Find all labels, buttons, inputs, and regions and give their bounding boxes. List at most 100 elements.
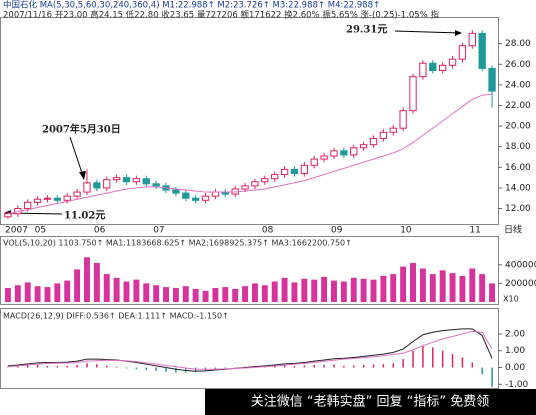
volume-bar — [172, 288, 179, 302]
candle-body — [359, 144, 368, 149]
y-tick-label: 22.00 — [505, 101, 531, 111]
candle-body — [33, 198, 42, 203]
volume-bar — [459, 275, 466, 302]
candle-body — [132, 178, 141, 183]
period-label: 日线 — [504, 224, 522, 236]
candle-body — [409, 76, 417, 112]
volume-bar — [380, 275, 387, 302]
volume-bar — [340, 281, 347, 302]
volume-bar — [469, 268, 476, 302]
price-frame — [0, 17, 499, 225]
candle-body — [468, 32, 476, 47]
candle-body — [320, 155, 328, 160]
volume-bar — [390, 274, 397, 302]
volume-bar — [93, 262, 100, 302]
volume-bar — [84, 257, 90, 302]
candle-body — [280, 168, 289, 176]
candle-body — [261, 178, 269, 183]
candle-body — [201, 195, 210, 201]
volume-title: VOL(5,10,20) 1103.750↑ MA1:1183668.625↑ … — [3, 239, 352, 248]
candle-body — [448, 58, 457, 66]
volume-bar — [489, 283, 496, 302]
candle-body — [93, 182, 101, 189]
candle-body — [290, 168, 299, 175]
candle-body — [172, 189, 180, 194]
y-tick-label: 20.00 — [505, 122, 531, 132]
volume-bar — [261, 285, 268, 302]
macd-frame — [0, 308, 499, 389]
candle-body — [369, 137, 378, 146]
candle-body — [488, 67, 496, 92]
volume-bar — [54, 283, 61, 302]
volume-bar — [360, 278, 367, 302]
candle-body — [24, 201, 32, 210]
volume-bar — [133, 279, 140, 302]
y-tick-label: 12.00 — [505, 204, 531, 214]
volume-bar — [74, 269, 81, 302]
annotation: 29.31元 — [346, 24, 387, 36]
volume-bar — [153, 285, 160, 302]
candle-body — [103, 179, 111, 189]
volume-bar — [301, 278, 308, 302]
candle-body — [399, 110, 407, 129]
candle-body — [300, 164, 309, 175]
candle-body — [438, 64, 447, 71]
candle-body — [73, 191, 81, 197]
candle-body — [4, 213, 12, 218]
y-tick-label: 24.00 — [505, 80, 531, 90]
volume-bar — [192, 288, 199, 302]
x-tick-label: 10 — [400, 226, 412, 236]
volume-bar — [64, 280, 71, 302]
volume-bar — [113, 277, 120, 302]
y-tick-label: 26.00 — [505, 60, 531, 70]
volume-bar — [34, 286, 41, 302]
y-tick-label: 2.00 — [505, 329, 525, 339]
candle-body — [478, 32, 486, 69]
volume-unit: X10 — [503, 295, 519, 304]
y-tick-label: 16.00 — [505, 163, 531, 173]
header-line-1: 中国石化 MA(5,30,5,60,30,240,360,4) M1:22.98… — [3, 0, 380, 11]
candle-body — [458, 45, 467, 60]
volume-bar — [103, 274, 110, 302]
arrow-head — [455, 30, 462, 36]
footer-text: 关注微信 “老韩实盘” 回复 “指标” 免费领 — [251, 394, 489, 410]
volume-bar — [182, 286, 189, 302]
footer-bar — [205, 389, 536, 415]
volume-bar — [311, 279, 318, 302]
y-tick-label: 28.00 — [505, 39, 531, 49]
volume-bar — [331, 280, 337, 302]
annotation-arrow — [394, 30, 461, 34]
volume-bar — [271, 281, 278, 302]
y-tick-label: 200000 — [505, 279, 536, 289]
x-tick-label: 05 — [35, 226, 46, 236]
candle-body — [389, 127, 397, 133]
candle-body — [182, 192, 190, 199]
volume-bar — [429, 274, 436, 302]
y-tick-label: 1.00 — [505, 346, 525, 356]
candle-body — [419, 62, 427, 78]
candle-body — [330, 150, 338, 157]
annotation: 11.02元 — [64, 210, 105, 222]
x-tick-label: 09 — [331, 226, 343, 236]
candle-body — [241, 185, 249, 190]
x-tick-label: 2007 — [5, 226, 28, 236]
volume-bar — [419, 268, 426, 302]
candle-body — [43, 197, 52, 200]
x-tick-label: 11 — [469, 226, 480, 236]
y-tick-label: 0.00 — [505, 363, 525, 373]
volume-bar — [212, 288, 219, 302]
line-series — [7, 328, 493, 372]
candle-body — [112, 177, 121, 181]
candle-body — [350, 147, 358, 156]
candle-body — [429, 62, 437, 71]
volume-bar — [24, 282, 31, 302]
annotation-arrow — [69, 136, 84, 177]
candle-body — [191, 197, 200, 201]
candle-body — [142, 178, 150, 185]
volume-bar — [281, 277, 288, 302]
volume-bar — [370, 279, 377, 302]
volume-bar — [123, 281, 130, 302]
volume-bar — [400, 266, 407, 302]
